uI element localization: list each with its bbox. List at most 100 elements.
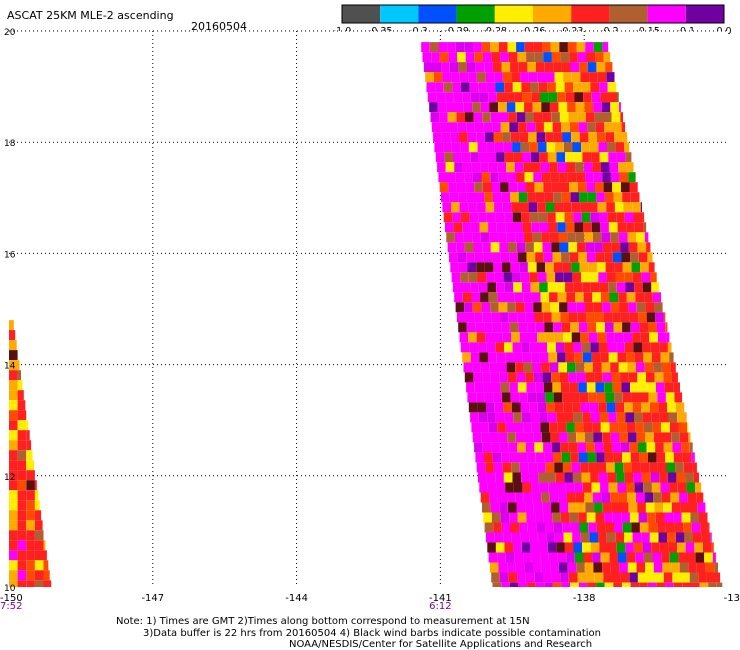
wind-cell bbox=[512, 472, 522, 483]
wind-cell bbox=[622, 192, 631, 203]
wind-cell bbox=[587, 582, 596, 587]
wind-cell bbox=[584, 102, 594, 113]
wind-cell bbox=[549, 232, 559, 243]
wind-cell bbox=[678, 422, 688, 433]
wind-cell bbox=[587, 192, 597, 203]
wind-cell bbox=[498, 362, 507, 373]
wind-cell bbox=[594, 442, 604, 453]
wind-cell bbox=[601, 492, 610, 503]
wind-cell bbox=[451, 202, 460, 213]
wind-cell bbox=[597, 262, 606, 273]
wind-cell bbox=[583, 222, 592, 233]
wind-cell bbox=[34, 490, 39, 501]
wind-cell bbox=[669, 352, 674, 363]
wind-cell bbox=[575, 362, 585, 373]
wind-cell bbox=[540, 292, 550, 303]
wind-cell bbox=[624, 212, 634, 223]
wind-cell bbox=[524, 172, 534, 183]
wind-cell bbox=[663, 502, 672, 513]
wind-cell bbox=[643, 482, 652, 493]
wind-cell bbox=[635, 422, 644, 433]
wind-cell bbox=[652, 352, 661, 363]
wind-cell bbox=[438, 172, 447, 183]
wind-cell bbox=[633, 342, 642, 353]
wind-cell bbox=[468, 72, 477, 83]
wind-cell bbox=[545, 132, 554, 143]
wind-cell bbox=[513, 542, 522, 553]
wind-cell bbox=[620, 502, 629, 513]
wind-cell bbox=[476, 202, 486, 213]
wind-cell bbox=[553, 192, 562, 203]
lat-label: 16 bbox=[4, 250, 16, 260]
wind-cell bbox=[615, 142, 625, 153]
wind-cell bbox=[658, 402, 668, 413]
wind-cell bbox=[465, 312, 475, 323]
wind-cell bbox=[484, 392, 494, 403]
wind-cell bbox=[644, 292, 653, 303]
wind-cell bbox=[43, 560, 49, 571]
wind-cell bbox=[618, 492, 628, 503]
wind-cell bbox=[696, 492, 704, 503]
wind-cell bbox=[524, 232, 533, 243]
wind-cell bbox=[523, 162, 532, 173]
wind-cell bbox=[577, 572, 587, 583]
wind-cell bbox=[479, 352, 488, 363]
wind-cell bbox=[589, 532, 599, 543]
wind-cell bbox=[562, 262, 571, 273]
wind-cell bbox=[513, 352, 523, 363]
wind-cell bbox=[561, 452, 571, 463]
wind-cell bbox=[488, 482, 497, 493]
wind-cell bbox=[697, 502, 706, 513]
wind-cell bbox=[548, 352, 557, 363]
wind-cell bbox=[645, 302, 654, 313]
wind-cell bbox=[651, 282, 659, 293]
wind-cell bbox=[554, 202, 564, 213]
wind-cell bbox=[626, 162, 634, 173]
wind-cell bbox=[598, 402, 607, 413]
wind-cell bbox=[542, 242, 552, 253]
wind-cell bbox=[590, 472, 599, 483]
wind-cell bbox=[670, 492, 680, 503]
wind-cell bbox=[493, 262, 502, 273]
wind-cell bbox=[484, 452, 493, 463]
wind-cell bbox=[578, 252, 587, 263]
wind-cell bbox=[618, 362, 628, 373]
axis-labels: 20 18 16 14 12 10-150 -147 -144 -141 -138 -13 7:52 6… bbox=[0, 28, 740, 612]
wind-cell bbox=[447, 242, 457, 253]
wind-cell bbox=[608, 282, 617, 293]
wind-cell bbox=[586, 182, 595, 193]
wind-cell bbox=[9, 410, 18, 421]
wind-cell bbox=[508, 312, 518, 323]
wind-cell bbox=[535, 252, 544, 263]
wind-cell bbox=[444, 152, 453, 163]
wind-cell bbox=[476, 392, 485, 403]
wind-cell bbox=[558, 562, 568, 573]
wind-cell bbox=[477, 402, 486, 413]
wind-cell bbox=[549, 552, 558, 563]
wind-cell bbox=[459, 72, 469, 83]
wind-cell bbox=[490, 42, 499, 53]
wind-cell bbox=[498, 302, 508, 313]
wind-cell bbox=[684, 532, 693, 543]
wind-cell bbox=[521, 472, 530, 483]
wind-cell bbox=[625, 412, 634, 423]
wind-cell bbox=[9, 380, 18, 391]
wind-cell bbox=[546, 402, 555, 413]
wind-cell bbox=[609, 92, 618, 103]
wind-cell bbox=[659, 412, 669, 423]
wind-cell bbox=[612, 512, 622, 523]
wind-cell bbox=[642, 342, 651, 353]
wind-cell bbox=[647, 382, 656, 393]
wind-cell bbox=[570, 62, 580, 73]
wind-cell bbox=[480, 362, 490, 373]
wind-cell bbox=[670, 362, 676, 373]
wind-cell bbox=[573, 152, 583, 163]
wind-cell bbox=[553, 392, 563, 403]
wind-cell bbox=[578, 582, 588, 587]
wind-cell bbox=[559, 242, 569, 253]
wind-cell bbox=[618, 552, 627, 563]
wind-cell bbox=[448, 182, 457, 193]
wind-cell bbox=[596, 62, 605, 73]
wind-cell bbox=[34, 520, 43, 531]
wind-cell bbox=[560, 52, 570, 63]
